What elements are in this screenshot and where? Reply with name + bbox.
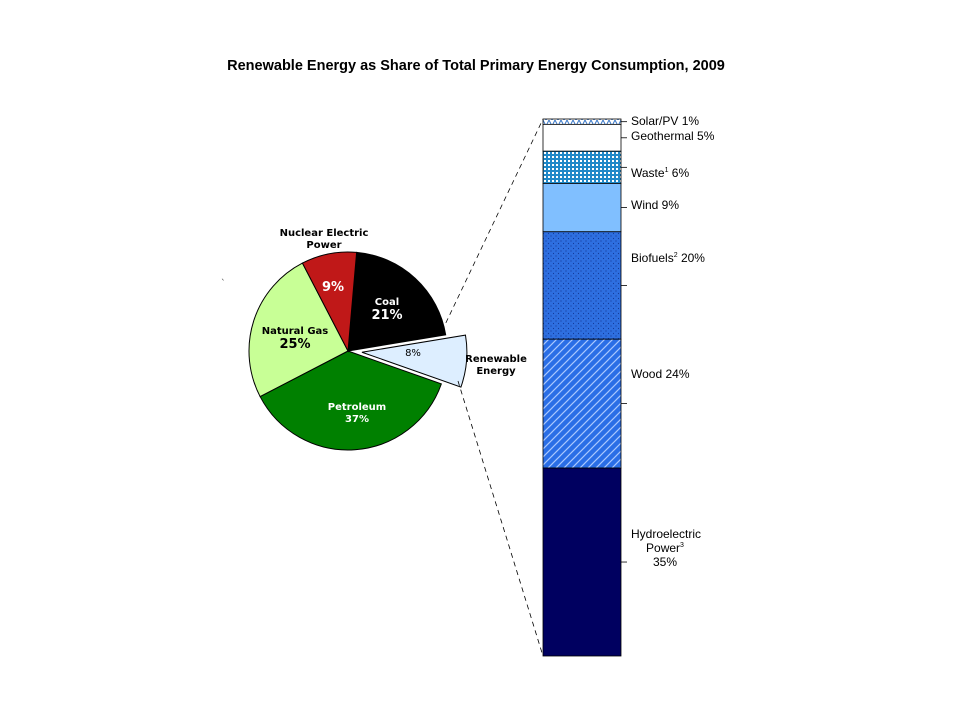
natural-gas-value-label: 25% [279,337,310,352]
pie-slice-petroleum [259,350,443,451]
biofuels-label-sup: 2 [674,252,678,259]
connector-bottom [457,380,544,657]
pie-chart [248,251,468,451]
waste-label-name: Waste [631,166,665,180]
nuclear-value-label: 9% [322,280,344,295]
bar-segment-solar-pv [542,118,622,125]
renewable-value-label: 8% [405,348,421,359]
renewable-label-line1: Renewable [465,354,527,365]
pie-slice-coal [347,251,447,352]
geothermal-label: Geothermal 5% [631,129,715,143]
bar-segment-geothermal [542,123,622,152]
segment-ticks [621,121,627,563]
petroleum-label: Petroleum [328,402,386,413]
hydro-label-value: 35% [653,555,677,569]
nuclear-label-line1: Nuclear Electric [280,228,369,239]
nuclear-label-line2: Power [306,240,341,251]
hydro-label-name: Power [646,541,680,555]
bar-segment-hydroelectric-power [542,467,622,657]
chart-title: Renewable Energy as Share of Total Prima… [227,58,725,74]
zoom-connectors [441,118,544,657]
waste-label-sup: 1 [665,167,669,174]
hydro-label-line2: Power3 [646,541,684,555]
bar-segment-wood [542,338,622,469]
pie-slice-natural-gas [248,262,349,398]
solar-label: Solar/PV 1% [631,114,699,128]
coal-value-label: 21% [371,308,402,323]
waste-label: Waste1 6% [631,166,689,180]
connector-top [441,118,544,332]
renewable-label-line2: Energy [476,366,516,377]
bar-segment-waste [542,150,622,184]
bar-segment-biofuels [542,231,622,340]
biofuels-label-value: 20% [678,251,706,265]
coal-label: Coal [375,297,399,308]
petroleum-value-label: 37% [345,414,369,425]
pie-slice-nuclear-electric-power [301,251,358,353]
hydro-label-line1: Hydroelectric [631,527,701,541]
waste-label-value: 6% [668,166,689,180]
biofuels-label-name: Biofuels [631,251,674,265]
bar-segment-wind [542,183,622,233]
pie-slice-renewable-energy [361,334,468,388]
stray-mark: ` [221,278,226,289]
stacked-bar [542,118,622,657]
wind-label: Wind 9% [631,198,679,212]
wood-label: Wood 24% [631,367,690,381]
hydro-label-sup: 3 [680,542,684,549]
biofuels-label: Biofuels2 20% [631,251,705,265]
natural-gas-label: Natural Gas [262,326,329,337]
